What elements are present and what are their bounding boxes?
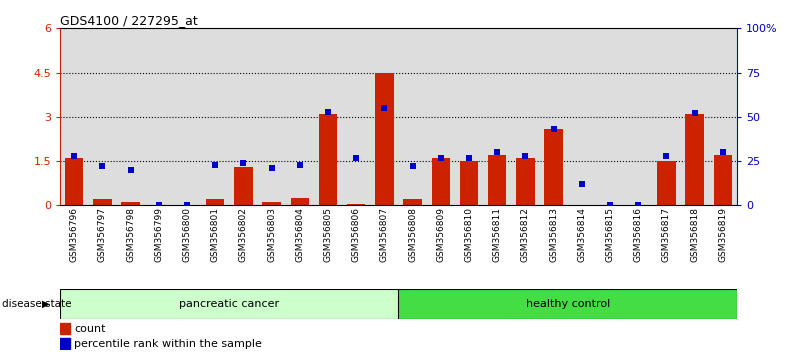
- Bar: [714, 155, 732, 205]
- Bar: [314, 28, 342, 205]
- Bar: [686, 114, 704, 205]
- Point: [209, 162, 222, 167]
- Bar: [568, 28, 596, 205]
- Bar: [511, 28, 540, 205]
- Bar: [145, 28, 173, 205]
- Bar: [658, 161, 675, 205]
- Text: disease state: disease state: [2, 298, 71, 309]
- Text: count: count: [74, 324, 106, 334]
- Text: healthy control: healthy control: [525, 298, 610, 309]
- Bar: [398, 289, 737, 319]
- Point: [293, 162, 306, 167]
- Bar: [263, 202, 281, 205]
- Bar: [257, 28, 286, 205]
- Point: [378, 105, 391, 111]
- Bar: [319, 114, 337, 205]
- Point: [180, 202, 193, 208]
- Bar: [432, 158, 450, 205]
- Bar: [483, 28, 511, 205]
- Point: [350, 155, 363, 160]
- Point: [632, 202, 645, 208]
- Bar: [455, 28, 483, 205]
- Bar: [60, 289, 398, 319]
- Bar: [173, 28, 201, 205]
- Text: pancreatic cancer: pancreatic cancer: [179, 298, 280, 309]
- Bar: [427, 28, 455, 205]
- Point: [152, 202, 165, 208]
- Bar: [375, 73, 393, 205]
- Point: [491, 149, 504, 155]
- Point: [716, 149, 729, 155]
- Text: ▶: ▶: [42, 298, 49, 309]
- Bar: [60, 28, 88, 205]
- Point: [660, 153, 673, 159]
- Bar: [286, 28, 314, 205]
- Bar: [201, 28, 229, 205]
- Bar: [652, 28, 681, 205]
- Point: [68, 153, 81, 159]
- Bar: [206, 199, 224, 205]
- Bar: [516, 158, 534, 205]
- Point: [265, 165, 278, 171]
- Bar: [291, 198, 309, 205]
- Bar: [347, 204, 365, 205]
- Point: [519, 153, 532, 159]
- Bar: [624, 28, 652, 205]
- Bar: [404, 199, 422, 205]
- Bar: [229, 28, 257, 205]
- Text: GDS4100 / 227295_at: GDS4100 / 227295_at: [60, 14, 198, 27]
- Point: [434, 155, 447, 160]
- Bar: [116, 28, 145, 205]
- Bar: [88, 28, 116, 205]
- Bar: [545, 129, 563, 205]
- Point: [237, 160, 250, 166]
- Point: [575, 181, 588, 187]
- Text: percentile rank within the sample: percentile rank within the sample: [74, 339, 262, 349]
- Bar: [60, 338, 70, 349]
- Bar: [234, 167, 252, 205]
- Bar: [681, 28, 709, 205]
- Bar: [65, 158, 83, 205]
- Bar: [709, 28, 737, 205]
- Point: [547, 126, 560, 132]
- Point: [321, 109, 334, 114]
- Bar: [460, 161, 478, 205]
- Point: [463, 155, 476, 160]
- Bar: [93, 199, 111, 205]
- Bar: [596, 28, 624, 205]
- Bar: [540, 28, 568, 205]
- Bar: [488, 155, 506, 205]
- Point: [96, 164, 109, 169]
- Point: [604, 202, 617, 208]
- Bar: [60, 324, 70, 334]
- Bar: [342, 28, 370, 205]
- Point: [406, 164, 419, 169]
- Point: [124, 167, 137, 173]
- Bar: [398, 28, 427, 205]
- Point: [688, 110, 701, 116]
- Bar: [370, 28, 398, 205]
- Bar: [122, 202, 139, 205]
